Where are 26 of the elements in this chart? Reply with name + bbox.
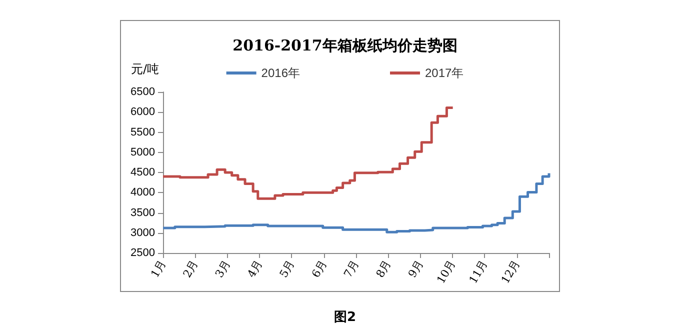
y-tick-label: 4500 [130, 166, 155, 178]
legend-label: 2017年 [425, 66, 464, 80]
y-tick-label: 3500 [130, 206, 155, 219]
legend-label: 2016年 [261, 66, 300, 80]
x-tick-label: 7月 [341, 258, 362, 280]
y-tick-label: 6500 [130, 86, 155, 98]
x-tick-label: 9月 [406, 258, 426, 280]
y-tick-label: 5000 [130, 146, 155, 158]
y-axis-title: 元/吨 [131, 62, 160, 76]
chart-title: 2016-2017年箱板纸均价走势图 [232, 36, 458, 54]
y-tick-label: 5500 [130, 126, 155, 138]
x-tick-label: 8月 [374, 258, 394, 280]
caption: 图2 [332, 309, 358, 326]
x-tick-label: 5月 [277, 258, 298, 280]
x-tick-label: 1月 [148, 258, 169, 280]
y-tick-label: 4000 [130, 186, 155, 199]
x-tick-label: 11月 [466, 258, 490, 286]
x-tick-label: 10月 [434, 258, 458, 286]
x-tick-label: 6月 [309, 258, 330, 280]
x-tick-label: 2月 [180, 258, 201, 280]
y-tick-label: 3000 [130, 226, 155, 239]
x-tick-label: 4月 [244, 258, 266, 280]
x-tick-label: 3月 [212, 258, 233, 280]
y-tick-label: 6000 [130, 106, 155, 118]
x-tick-label: 12月 [498, 258, 522, 286]
y-tick-label: 2500 [130, 247, 155, 259]
